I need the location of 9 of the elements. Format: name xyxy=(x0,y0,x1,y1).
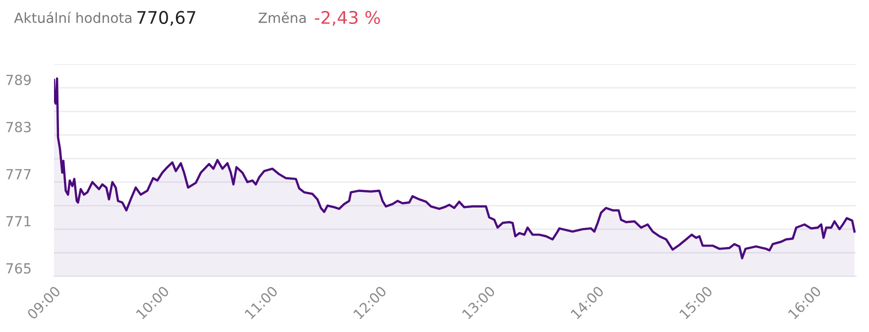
y-tick-label: 765 xyxy=(6,263,31,274)
text: Změna xyxy=(258,12,306,24)
text: -2,43 % xyxy=(314,10,380,26)
y-tick-label: 777 xyxy=(6,169,31,180)
y-tick-label: 783 xyxy=(6,122,31,132)
text: Aktuální hodnota xyxy=(14,12,132,24)
text: 770,67 xyxy=(137,10,196,26)
y-tick-label: 771 xyxy=(6,216,30,226)
y-tick-label: 789 xyxy=(6,74,31,86)
